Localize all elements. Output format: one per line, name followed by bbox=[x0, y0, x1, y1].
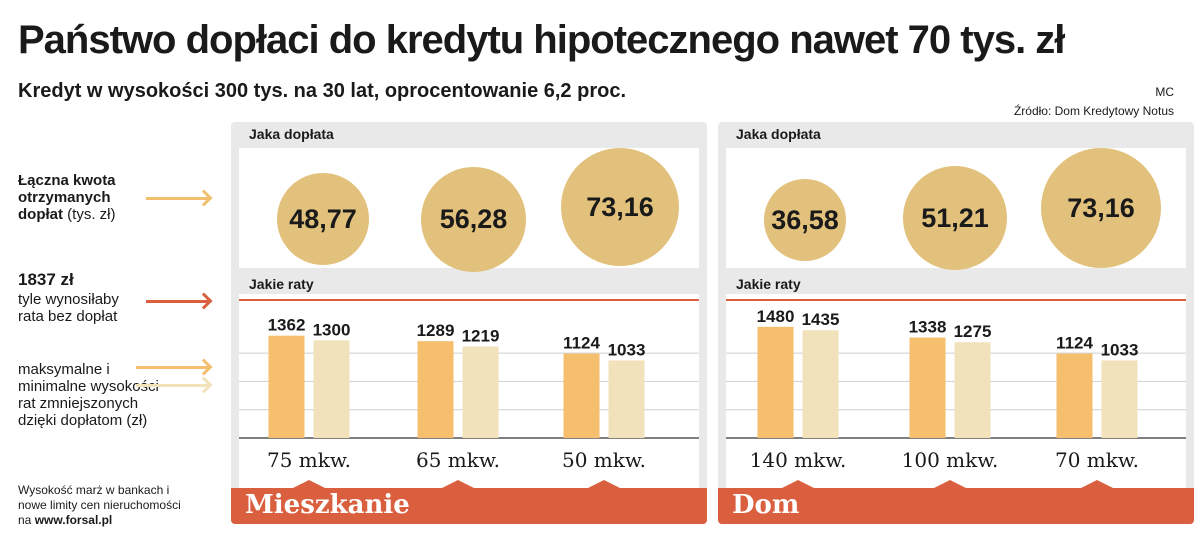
notch bbox=[1081, 480, 1113, 488]
data-label: 1300 bbox=[313, 320, 351, 339]
data-label: 1124 bbox=[563, 334, 600, 353]
footnote: Wysokość marż w bankach i nowe limity ce… bbox=[18, 483, 188, 528]
panel-name: Mieszkanie bbox=[245, 490, 410, 520]
subsidy-bubble: 56,28 bbox=[421, 167, 526, 272]
section-label-subsidy: Jaka dopłata bbox=[249, 126, 334, 142]
bubbles-area: 36,58 51,21 73,16 bbox=[726, 148, 1186, 270]
subsidy-bubble: 51,21 bbox=[903, 166, 1007, 270]
panel-mieszkanie: Jaka dopłata 48,77 56,28 73,16 Jakie rat… bbox=[231, 122, 707, 524]
subsidy-bubble: 48,77 bbox=[277, 173, 369, 265]
bar-chart: 1362 1300 1289 1219 1124 1033 bbox=[239, 299, 699, 439]
legend-total-subsidy: Łączna kwota otrzymanych dopłat (tys. zł… bbox=[18, 172, 158, 223]
data-label: 1219 bbox=[462, 326, 500, 345]
bar bbox=[313, 340, 350, 438]
footnote-text: Wysokość marż w bankach i nowe limity ce… bbox=[18, 483, 181, 527]
category-labels: 75 mkw. 65 mkw. 50 mkw. bbox=[239, 448, 699, 484]
panel-name: Dom bbox=[732, 490, 800, 520]
subsidy-bubble: 73,16 bbox=[561, 148, 679, 266]
bar bbox=[1056, 353, 1093, 438]
data-label: 1033 bbox=[1101, 340, 1139, 359]
section-label-rates: Jakie raty bbox=[249, 276, 314, 292]
bar bbox=[417, 341, 454, 438]
category-label: 140 mkw. bbox=[749, 448, 847, 472]
data-label: 1480 bbox=[757, 307, 795, 326]
bar bbox=[1101, 360, 1138, 438]
bar-chart: 1480 1435 1338 1275 1124 1033 bbox=[726, 299, 1186, 439]
data-label: 1033 bbox=[608, 340, 646, 359]
panel-dom: Jaka dopłata 36,58 51,21 73,16 Jakie rat… bbox=[718, 122, 1194, 524]
bar bbox=[954, 342, 991, 438]
arrow-right-icon bbox=[136, 366, 208, 369]
notch bbox=[588, 480, 620, 488]
panel-band: Mieszkanie bbox=[231, 480, 707, 524]
legend-range-text: maksymalne i minimalne wysokości rat zmn… bbox=[18, 361, 159, 429]
notch bbox=[442, 480, 474, 488]
section-label-rates: Jakie raty bbox=[736, 276, 801, 292]
bubbles-area: 48,77 56,28 73,16 bbox=[239, 148, 699, 272]
data-label: 1435 bbox=[802, 310, 840, 329]
data-label: 1275 bbox=[954, 322, 992, 341]
category-labels: 140 mkw. 100 mkw. 70 mkw. bbox=[726, 448, 1186, 484]
bar bbox=[563, 353, 600, 438]
notch bbox=[934, 480, 966, 488]
legend-rate-value: 1837 zł bbox=[18, 270, 74, 289]
bar bbox=[909, 337, 946, 438]
category-label: 100 mkw. bbox=[901, 448, 999, 472]
subsidy-bubble: 73,16 bbox=[1041, 148, 1161, 268]
arrow-right-icon bbox=[146, 300, 208, 303]
legend-total-unit: (tys. zł) bbox=[67, 206, 116, 223]
bar bbox=[802, 330, 839, 438]
source-note: Źródło: Dom Kredytowy Notus bbox=[1013, 104, 1174, 118]
data-label: 1289 bbox=[417, 321, 455, 340]
notch bbox=[293, 480, 325, 488]
data-label: 1338 bbox=[909, 317, 947, 336]
section-label-subsidy: Jaka dopłata bbox=[736, 126, 821, 142]
data-label: 1362 bbox=[268, 316, 306, 335]
legend: Łączna kwota otrzymanych dopłat (tys. zł… bbox=[0, 0, 220, 554]
bar bbox=[757, 326, 794, 438]
arrow-right-icon bbox=[146, 197, 208, 200]
category-label: 50 mkw. bbox=[562, 448, 646, 472]
arrow-right-icon bbox=[136, 384, 208, 387]
bar bbox=[268, 335, 305, 438]
author-initials: MC bbox=[1155, 85, 1174, 99]
legend-total-label: Łączna kwota otrzymanych dopłat bbox=[18, 172, 116, 223]
category-label: 70 mkw. bbox=[1055, 448, 1139, 472]
category-label: 65 mkw. bbox=[416, 448, 500, 472]
legend-rate-text: tyle wynosiłaby rata bez dopłat bbox=[18, 291, 119, 325]
page-title: Państwo dopłaci do kredytu hipotecznego … bbox=[18, 18, 1065, 62]
bar bbox=[608, 360, 645, 438]
panel-band: Dom bbox=[718, 480, 1194, 524]
bar bbox=[462, 346, 499, 438]
subsidy-bubble: 36,58 bbox=[764, 179, 846, 261]
page-subtitle: Kredyt w wysokości 300 tys. na 30 lat, o… bbox=[18, 80, 626, 102]
category-label: 75 mkw. bbox=[267, 448, 351, 472]
data-label: 1124 bbox=[1056, 334, 1093, 353]
footnote-link[interactable]: www.forsal.pl bbox=[34, 513, 113, 527]
notch bbox=[782, 480, 814, 488]
